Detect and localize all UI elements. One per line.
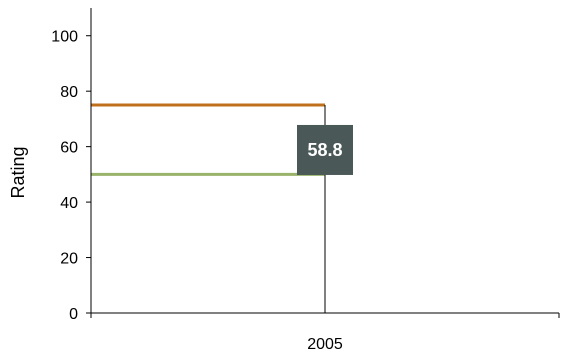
x-axis-ticks: 2005 xyxy=(90,313,560,353)
y-tick-label: 0 xyxy=(69,306,78,323)
y-axis-ticks: 0 20 40 60 80 100 xyxy=(51,29,91,323)
y-tick-label: 60 xyxy=(60,140,78,157)
y-tick-label: 100 xyxy=(51,29,78,46)
series-layer xyxy=(91,103,325,176)
x-tick-label: 2005 xyxy=(307,336,343,353)
y-tick-label: 80 xyxy=(60,84,78,101)
y-tick-label: 20 xyxy=(60,251,78,268)
y-tick-label: 40 xyxy=(60,195,78,212)
y-axis-title: Rating xyxy=(8,146,28,198)
value-callout: 58.8 xyxy=(297,124,353,175)
value-callout-box xyxy=(297,124,353,175)
value-callout-label: 58.8 xyxy=(307,140,342,160)
